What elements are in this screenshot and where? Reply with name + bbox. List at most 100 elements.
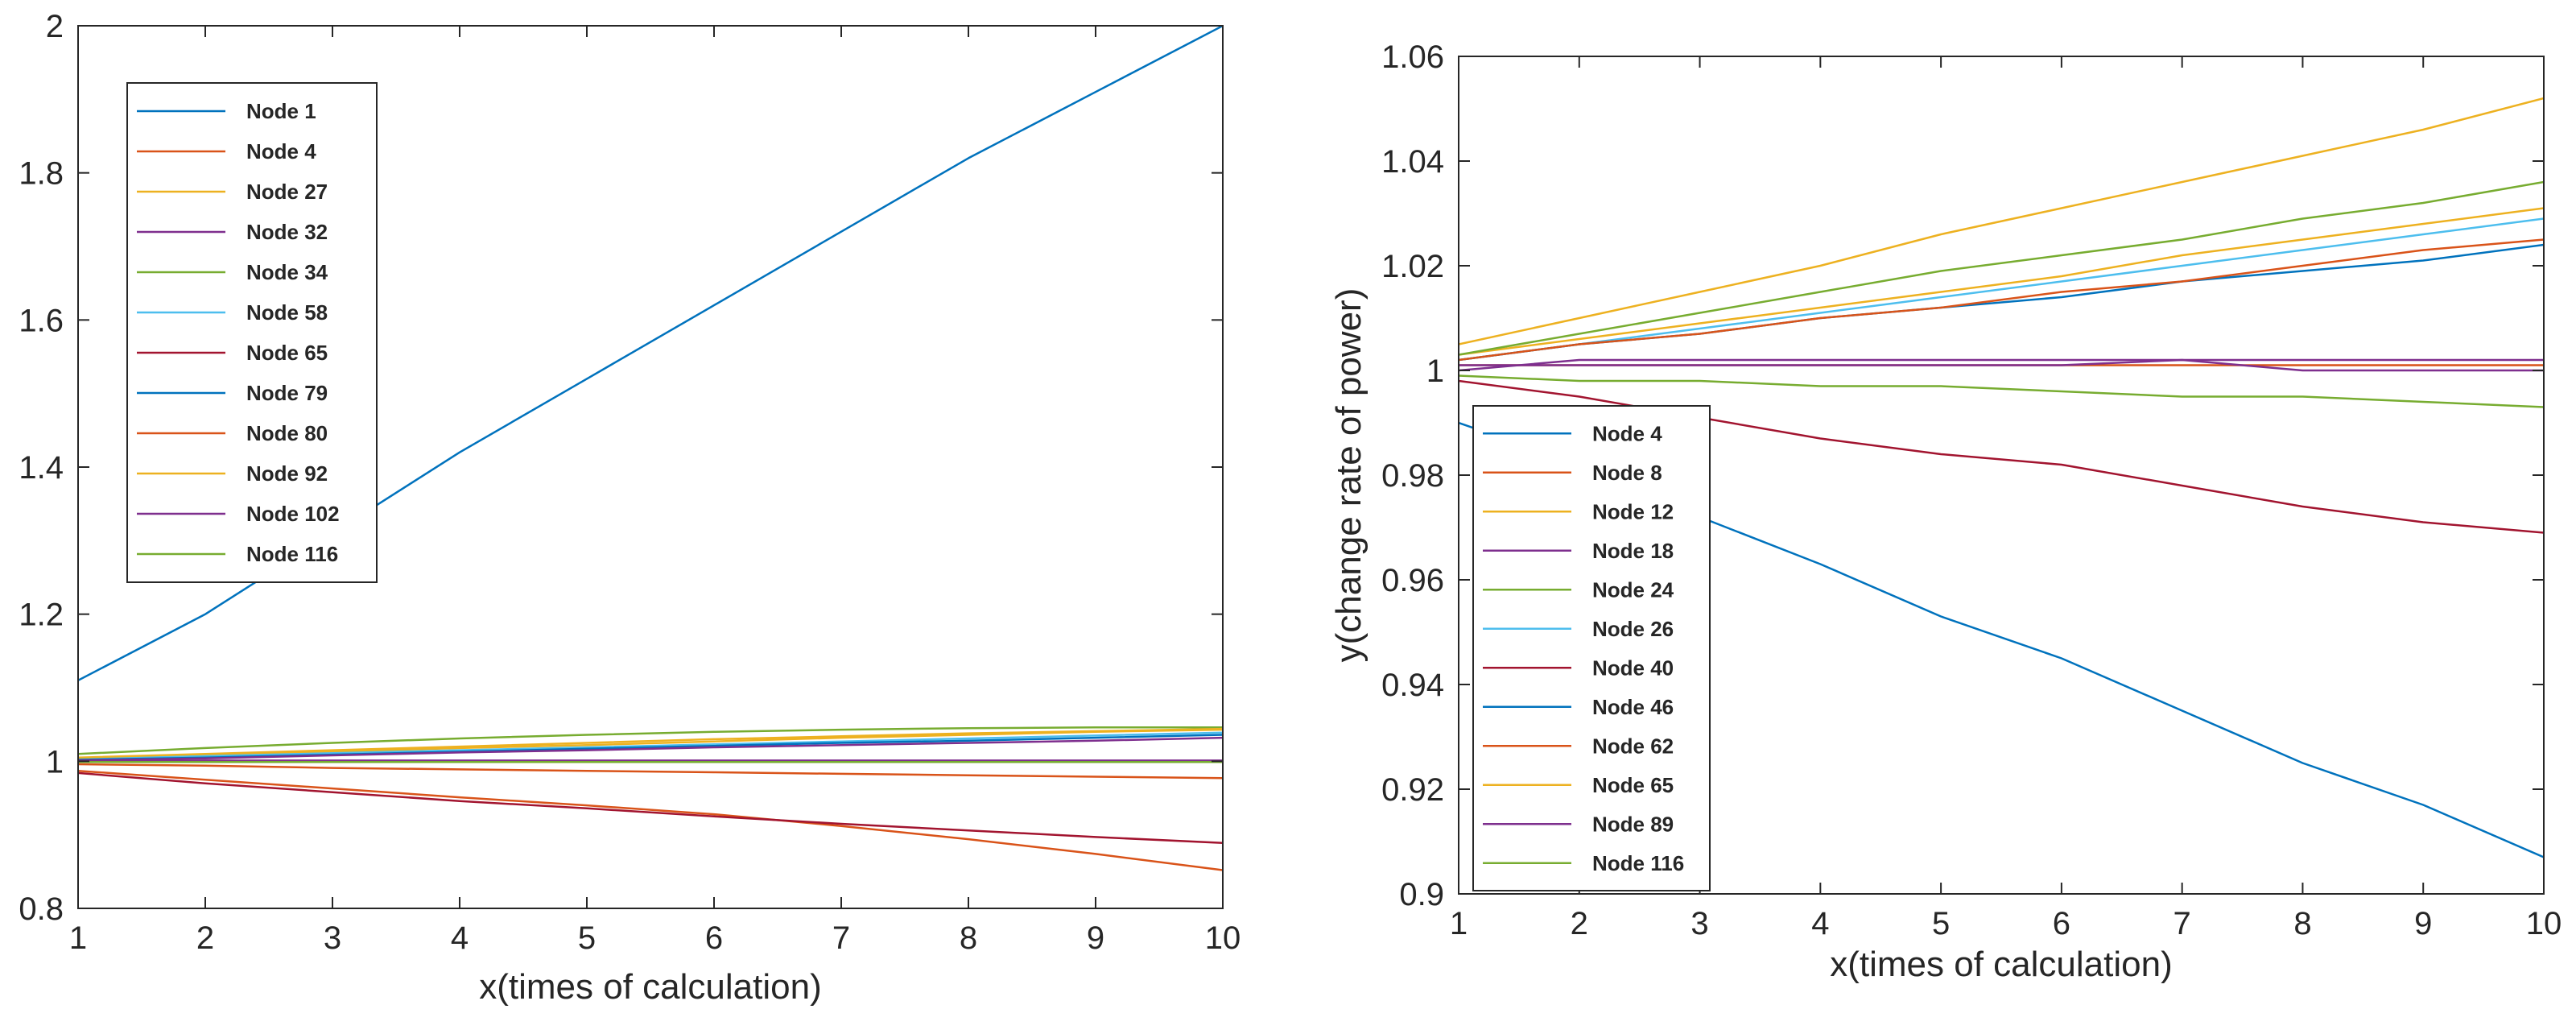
series-line-node-34	[78, 726, 1223, 755]
x-tick-label: 9	[2414, 906, 2432, 941]
chart-1: 1 2 3 4 5 6 7 8 9 100.811.21.41.61.82x(times of c…	[19, 9, 1241, 1007]
legend-label: Node 32	[246, 220, 328, 244]
series-line-node-80	[78, 763, 1223, 780]
series-line-node-4	[78, 769, 1223, 871]
x-axis-label: x(times of calculation)	[1830, 945, 2172, 984]
x-tick-label: 5	[578, 920, 596, 956]
x-tick-label: 3	[324, 920, 341, 956]
x-tick-label: 4	[451, 920, 469, 956]
y-tick-label: 0.98	[1381, 458, 1444, 494]
y-tick-label: 0.96	[1381, 563, 1444, 598]
legend-item: Node 40	[1483, 656, 1674, 680]
series-line-node-102	[78, 736, 1223, 762]
legend-label: Node 89	[1592, 812, 1674, 836]
y-tick-label: 1.06	[1381, 39, 1444, 75]
legend-label: Node 12	[1592, 499, 1674, 523]
legend-item: Node 34	[137, 260, 328, 284]
legend-label: Node 27	[246, 180, 328, 204]
legend-label: Node 4	[1592, 421, 1662, 445]
legend-item: Node 4	[137, 139, 316, 163]
series-line-node-65	[1459, 207, 2544, 356]
legend-label: Node 18	[1592, 539, 1674, 563]
x-tick-label: 2	[1571, 906, 1588, 941]
y-tick-label: 1	[1426, 354, 1444, 389]
legend-item: Node 65	[1483, 773, 1674, 797]
legend-label: Node 4	[246, 139, 316, 163]
legend-label: Node 46	[1592, 695, 1674, 719]
x-tick-label: 10	[1205, 920, 1241, 956]
legend-item: Node 26	[1483, 617, 1674, 641]
legend-item: Node 92	[137, 461, 328, 486]
y-tick-label: 1.6	[19, 303, 64, 338]
series-line-node-65	[78, 771, 1223, 844]
series-line-node-26	[1459, 217, 2544, 362]
legend-label: Node 40	[1592, 656, 1674, 680]
x-tick-label: 3	[1690, 906, 1708, 941]
series-line-node-58	[78, 731, 1223, 760]
y-tick-label: 1.02	[1381, 249, 1444, 284]
legend-item: Node 65	[137, 341, 328, 365]
series-line-node-32	[78, 759, 1223, 763]
legend-label: Node 79	[246, 381, 328, 405]
chart-2: 1 2 3 4 5 6 7 8 9 10 0.9 0.92 0.94 0.96 0.98 1 1.02 1.04 1…	[1329, 39, 2562, 984]
y-tick-label: 2	[46, 9, 64, 44]
legend-item: Node 58	[137, 300, 328, 325]
legend-label: Node 58	[246, 300, 328, 325]
series-group	[78, 26, 1223, 871]
legend-box	[1472, 405, 1711, 891]
legend: Node 4 Node 8 Node 12 Node 18 Node 24 Node 26…	[1472, 405, 1711, 891]
legend-item: Node 12	[1483, 499, 1674, 523]
x-tick-label: 8	[2293, 906, 2311, 941]
legend-label: Node 65	[246, 341, 328, 365]
series-line-node-62	[1459, 238, 2544, 362]
legend-item: Node 46	[1483, 695, 1674, 719]
legend-label: Node 116	[246, 542, 338, 566]
y-tick-label: 1.2	[19, 598, 64, 633]
y-tick-label: 1.04	[1381, 144, 1444, 180]
legend-label: Node 1	[246, 99, 316, 123]
legend-box	[126, 82, 378, 583]
x-tick-label: 5	[1932, 906, 1950, 941]
legend-item: Node 89	[1483, 812, 1674, 836]
x-tick-label: 9	[1087, 920, 1104, 956]
x-tick-label: 6	[705, 920, 723, 956]
legend-label: Node 102	[246, 502, 340, 526]
legend-item: Node 62	[1483, 734, 1674, 758]
series-line-node-24	[1459, 374, 2544, 408]
legend-item: Node 18	[1483, 539, 1674, 563]
series-line-node-116	[1459, 180, 2544, 356]
legend-item: Node 79	[137, 381, 328, 405]
x-tick-label: 7	[2174, 906, 2191, 941]
y-tick-label: 0.94	[1381, 668, 1444, 703]
series-line-node-18	[1459, 358, 2544, 372]
legend-item: Node 116	[137, 542, 338, 566]
legend-label: Node 24	[1592, 577, 1674, 602]
legend-label: Node 80	[246, 421, 328, 445]
x-tick-label: 10	[2526, 906, 2562, 941]
legend-item: Node 8	[1483, 461, 1662, 485]
x-tick-label: 1	[1450, 906, 1468, 941]
legend-label: Node 62	[1592, 734, 1674, 758]
x-tick-label: 7	[832, 920, 850, 956]
legend: Node 1 Node 4 Node 27 Node 32 Node 34 Node 58…	[126, 82, 378, 583]
y-axis-label: y(change rate of power)	[1329, 288, 1368, 663]
x-tick-label: 4	[1811, 906, 1829, 941]
series-line-node-92	[78, 727, 1223, 759]
legend-item: Node 24	[1483, 577, 1674, 602]
y-tick-label: 0.9	[1399, 877, 1444, 912]
legend-label: Node 34	[246, 260, 328, 284]
series-line-node-89	[1459, 358, 2544, 372]
legend-item: Node 102	[137, 502, 340, 526]
series-line-node-27	[78, 728, 1223, 759]
legend-label: Node 26	[1592, 617, 1674, 641]
x-tick-label: 2	[196, 920, 214, 956]
y-tick-label: 0.92	[1381, 772, 1444, 808]
legend-item: Node 116	[1483, 851, 1684, 875]
legend-item: Node 27	[137, 180, 328, 204]
y-tick-label: 1.4	[19, 450, 64, 486]
legend-label: Node 65	[1592, 773, 1674, 797]
legend-item: Node 4	[1483, 421, 1662, 445]
legend-item: Node 1	[137, 99, 316, 123]
legend-label: Node 116	[1592, 851, 1684, 875]
